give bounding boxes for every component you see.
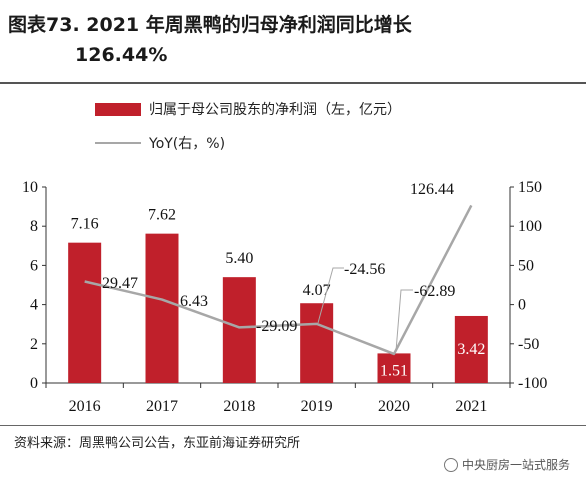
x-axis-tick-label: 2017 <box>146 398 178 415</box>
x-axis-tick-label: 2016 <box>69 398 101 415</box>
legend-item-profit: 归属于母公司股东的净利润（左，亿元） <box>95 98 401 120</box>
yoy-data-label: 29.47 <box>102 275 138 292</box>
chart-title-line2: 126.44% <box>75 44 168 66</box>
right-axis-tick-label: 0 <box>518 297 526 314</box>
bar <box>68 242 102 383</box>
legend-swatch-line <box>95 142 141 144</box>
right-axis-tick-label: 100 <box>518 218 542 235</box>
bar-data-label: 4.07 <box>303 282 331 299</box>
legend-item-yoy: YoY(右，%) <box>95 132 401 154</box>
yoy-data-label: 6.43 <box>180 293 208 310</box>
chart-title: 图表73. 2021 年周黑鸭的归母净利润同比增长 126.44% <box>8 10 580 70</box>
yoy-data-label: 126.44 <box>410 181 454 198</box>
yoy-data-label: -62.89 <box>414 283 455 300</box>
right-axis-tick-label: 50 <box>518 257 534 274</box>
source-note: 资料来源：周黑鸭公司公告，东亚前海证券研究所 <box>14 436 301 451</box>
bar-data-label: 1.51 <box>380 362 408 379</box>
bar-data-label: 7.62 <box>148 207 176 224</box>
bar <box>454 315 488 383</box>
bar <box>377 353 411 383</box>
left-axis-tick-label: 10 <box>22 179 38 196</box>
x-axis-tick-label: 2021 <box>455 398 487 415</box>
title-divider <box>0 82 586 84</box>
legend-label-profit: 归属于母公司股东的净利润（左，亿元） <box>149 102 401 118</box>
bar-data-label: 7.16 <box>71 216 99 233</box>
x-axis-tick-label: 2019 <box>301 398 333 415</box>
left-axis-tick-label: 8 <box>30 218 38 235</box>
right-axis-tick-label: -50 <box>518 336 539 353</box>
legend-swatch-bar <box>95 102 141 116</box>
yoy-data-label: -29.09 <box>256 318 297 335</box>
bar-data-label: 5.40 <box>225 250 253 267</box>
yoy-data-label: -24.56 <box>344 261 385 278</box>
yoy-label-leader <box>395 289 413 352</box>
chart-plot: 0 2 4 6 8 10 -100 -50 0 50 100 150 2016 2017 2018 2019 2… <box>22 179 547 415</box>
watermark-text: 中央厨房一站式服务 <box>462 458 571 472</box>
left-axis-tick-label: 4 <box>30 297 38 314</box>
left-axis-tick-label: 2 <box>30 336 38 353</box>
x-axis-tick-label: 2018 <box>223 398 255 415</box>
bar <box>222 277 256 383</box>
right-axis-tick-label: -100 <box>518 375 547 392</box>
yoy-line <box>84 204 473 356</box>
watermark: 中央厨房一站式服务 <box>444 456 570 473</box>
x-axis-tick-label: 2020 <box>378 398 410 415</box>
right-axis-tick-label: 150 <box>518 179 542 196</box>
bar <box>145 233 179 383</box>
chart-title-line1: 图表73. 2021 年周黑鸭的归母净利润同比增长 <box>8 14 412 36</box>
left-axis-tick-label: 6 <box>30 257 38 274</box>
bar <box>300 303 334 383</box>
legend: 归属于母公司股东的净利润（左，亿元） YoY(右，%) <box>95 98 401 166</box>
yoy-label-leader <box>317 267 344 324</box>
wechat-icon <box>444 457 458 472</box>
bar-data-label: 3.42 <box>457 341 485 358</box>
source-divider <box>0 425 586 426</box>
left-axis-tick-label: 0 <box>30 375 38 392</box>
legend-label-yoy: YoY(右，%) <box>149 136 226 152</box>
